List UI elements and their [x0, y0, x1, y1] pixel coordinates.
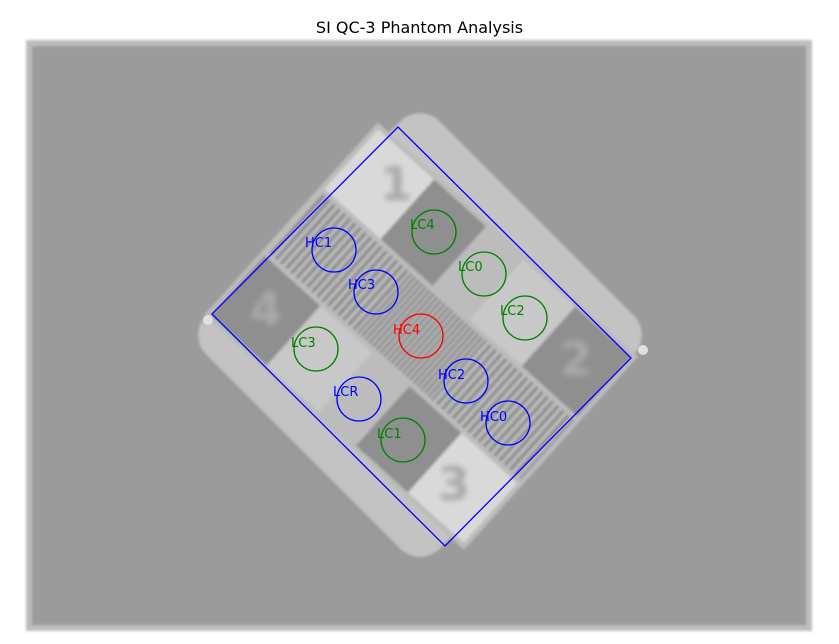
roi-circle-lc0[interactable]: [461, 251, 507, 297]
roi-label-hc3: HC3: [348, 278, 375, 293]
roi-label-hc0: HC0: [480, 410, 507, 425]
phantom-outline: [211, 126, 632, 547]
roi-group: LC4 HC1 LC0 HC3 LC2 HC4 LC3 HC2 LCR HC0 …: [291, 209, 548, 463]
roi-label-hc2: HC2: [438, 368, 465, 383]
roi-label-lcr: LCR: [333, 385, 358, 400]
fiducial-dot: [638, 345, 648, 355]
roi-label-lc1: LC1: [377, 427, 402, 442]
roi-label-hc1: HC1: [305, 236, 332, 251]
roi-circle-lc2[interactable]: [502, 295, 548, 341]
roi-circle-hc3[interactable]: [353, 269, 399, 315]
roi-circle-lcr[interactable]: [336, 376, 382, 422]
roi-label-lc0: LC0: [458, 260, 483, 275]
fiducial-dot: [203, 315, 213, 325]
roi-circle-hc0[interactable]: [485, 400, 531, 446]
roi-circle-lc3[interactable]: [293, 326, 339, 372]
quadrant-number-4: 4: [250, 282, 282, 336]
roi-circle-hc4[interactable]: [398, 313, 444, 359]
roi-circle-hc2[interactable]: [443, 358, 489, 404]
phantom-insert: [203, 122, 639, 550]
quadrant-number-3: 3: [438, 457, 470, 511]
quadrant-number-1: 1: [380, 157, 412, 211]
roi-label-hc4: HC4: [393, 323, 420, 338]
quadrant-number-2: 2: [560, 332, 592, 386]
roi-circle-lc1[interactable]: [380, 417, 426, 463]
roi-circle-hc1[interactable]: [311, 227, 357, 273]
roi-label-lc3: LC3: [291, 336, 316, 351]
roi-label-lc2: LC2: [500, 304, 525, 319]
roi-label-lc4: LC4: [410, 218, 435, 233]
figure-title: SI QC-3 Phantom Analysis: [315, 18, 524, 37]
roi-circle-lc4[interactable]: [411, 209, 457, 255]
